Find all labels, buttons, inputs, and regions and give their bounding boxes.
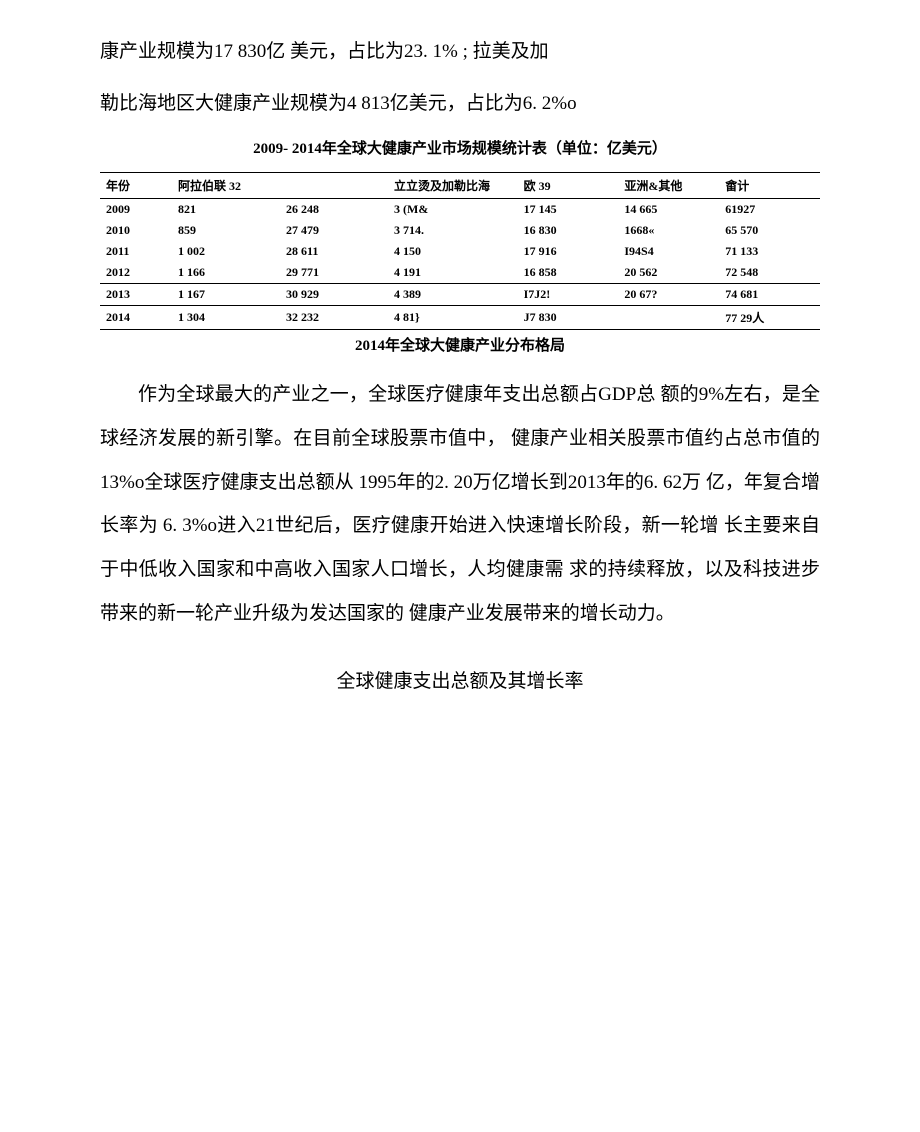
- table-title: 2009- 2014年全球大健康产业市场规模统计表（单位：亿美元）: [100, 137, 820, 158]
- table-cell: 72 548: [719, 262, 820, 284]
- table-cell: 20 562: [618, 262, 719, 284]
- table-cell: 2010: [100, 220, 172, 241]
- table-subtitle: 2014年全球大健康产业分布格局: [100, 334, 820, 355]
- table-cell: 2009: [100, 199, 172, 221]
- table-cell: 3 714.: [388, 220, 518, 241]
- table-cell: 14 665: [618, 199, 719, 221]
- table-cell: 16 858: [518, 262, 619, 284]
- table-cell: 4 389: [388, 284, 518, 306]
- table-header: 亚洲&其他: [618, 173, 719, 199]
- table-row: 2010 859 27 479 3 714. 16 830 1668« 65 5…: [100, 220, 820, 241]
- table-cell: 26 248: [280, 199, 388, 221]
- table-cell: 821: [172, 199, 280, 221]
- body-paragraph: 作为全球最大的产业之一，全球医疗健康年支出总额占GDP总 额的9%左右，是全球经…: [100, 373, 820, 635]
- table-row: 2012 1 166 29 771 4 191 16 858 20 562 72…: [100, 262, 820, 284]
- table-header: 畲计: [719, 173, 820, 199]
- table-cell: 77 29人: [719, 306, 820, 330]
- table-cell: 2012: [100, 262, 172, 284]
- table-cell: 4 81}: [388, 306, 518, 330]
- table-cell: 3 (M&: [388, 199, 518, 221]
- table-cell: [618, 306, 719, 330]
- table-cell: 2011: [100, 241, 172, 262]
- table-cell: 17 145: [518, 199, 619, 221]
- table-row: 2009 821 26 248 3 (M& 17 145 14 665 6192…: [100, 199, 820, 221]
- table-cell: 1 167: [172, 284, 280, 306]
- table-cell: 1668«: [618, 220, 719, 241]
- table-cell: 1 166: [172, 262, 280, 284]
- table-cell: 2013: [100, 284, 172, 306]
- table-cell: 32 232: [280, 306, 388, 330]
- table-cell: 16 830: [518, 220, 619, 241]
- table-cell: 20 67?: [618, 284, 719, 306]
- table-cell: 4 191: [388, 262, 518, 284]
- table-header: 欧 39: [518, 173, 619, 199]
- intro-line-2: 勒比海地区大健康产业规模为4 813亿美元，占比为6. 2%o: [100, 82, 820, 126]
- table-cell: J7 830: [518, 306, 619, 330]
- table-header: 阿拉伯联 32: [172, 173, 280, 199]
- table-header: 立立烫及加勒比海: [388, 173, 518, 199]
- table-cell: 71 133: [719, 241, 820, 262]
- table-cell: 1 304: [172, 306, 280, 330]
- section-title: 全球健康支出总额及其增长率: [100, 666, 820, 693]
- table-cell: 28 611: [280, 241, 388, 262]
- table-cell: I7J2!: [518, 284, 619, 306]
- table-cell: 859: [172, 220, 280, 241]
- market-scale-table: 年份 阿拉伯联 32 立立烫及加勒比海 欧 39 亚洲&其他 畲计 2009 8…: [100, 172, 820, 330]
- table-cell: 17 916: [518, 241, 619, 262]
- table-cell: 61927: [719, 199, 820, 221]
- table-cell: 65 570: [719, 220, 820, 241]
- intro-line-1: 康产业规模为17 830亿 美元，占比为23. 1% ; 拉美及加: [100, 30, 820, 74]
- table-row: 2011 1 002 28 611 4 150 17 916 I94S4 71 …: [100, 241, 820, 262]
- table-cell: 29 771: [280, 262, 388, 284]
- table-cell: 1 002: [172, 241, 280, 262]
- table-cell: 30 929: [280, 284, 388, 306]
- table-cell: 2014: [100, 306, 172, 330]
- table-header: [280, 173, 388, 199]
- table-row: 2014 1 304 32 232 4 81} J7 830 77 29人: [100, 306, 820, 330]
- table-cell: I94S4: [618, 241, 719, 262]
- table-header-row: 年份 阿拉伯联 32 立立烫及加勒比海 欧 39 亚洲&其他 畲计: [100, 173, 820, 199]
- table-cell: 74 681: [719, 284, 820, 306]
- table-cell: 27 479: [280, 220, 388, 241]
- table-cell: 4 150: [388, 241, 518, 262]
- table-header: 年份: [100, 173, 172, 199]
- table-row: 2013 1 167 30 929 4 389 I7J2! 20 67? 74 …: [100, 284, 820, 306]
